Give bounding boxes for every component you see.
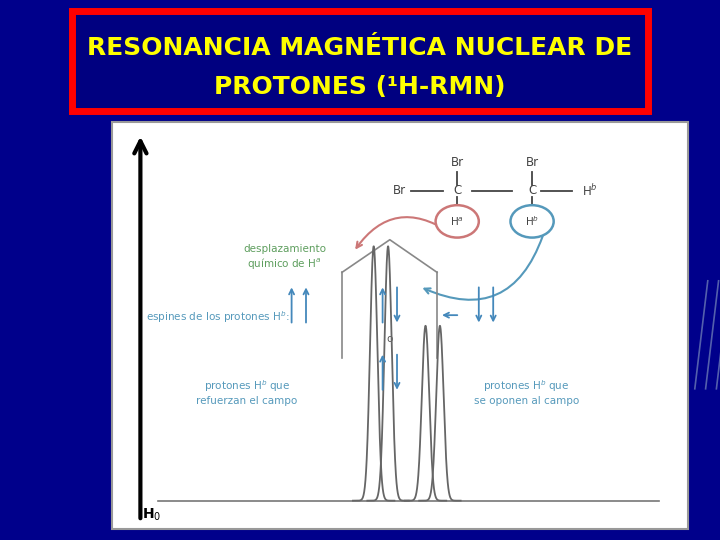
Text: protones H$^b$ que
refuerzan el campo: protones H$^b$ que refuerzan el campo (197, 379, 297, 406)
Text: o: o (387, 334, 393, 344)
FancyBboxPatch shape (72, 11, 648, 111)
Text: C: C (528, 184, 536, 197)
Text: espines de los protones H$^b$:: espines de los protones H$^b$: (146, 309, 289, 325)
Text: Br: Br (526, 156, 539, 169)
Text: RESONANCIA MAGNÉTICA NUCLEAR DE: RESONANCIA MAGNÉTICA NUCLEAR DE (87, 36, 633, 59)
Text: PROTONES (¹H-RMN): PROTONES (¹H-RMN) (215, 76, 505, 99)
Text: H$^b$: H$^b$ (525, 214, 539, 228)
Text: protones H$^b$ que
se oponen al campo: protones H$^b$ que se oponen al campo (474, 379, 579, 406)
Text: desplazamiento
químico de H$^a$: desplazamiento químico de H$^a$ (243, 244, 326, 271)
Circle shape (510, 205, 554, 238)
Text: H$^b$: H$^b$ (582, 183, 598, 199)
Bar (112, 122, 688, 529)
Text: Br: Br (451, 156, 464, 169)
Circle shape (436, 205, 479, 238)
Text: H$^a$: H$^a$ (450, 215, 464, 227)
Text: H$_0$: H$_0$ (143, 507, 161, 523)
Text: Br: Br (393, 184, 406, 197)
Text: C: C (453, 184, 462, 197)
